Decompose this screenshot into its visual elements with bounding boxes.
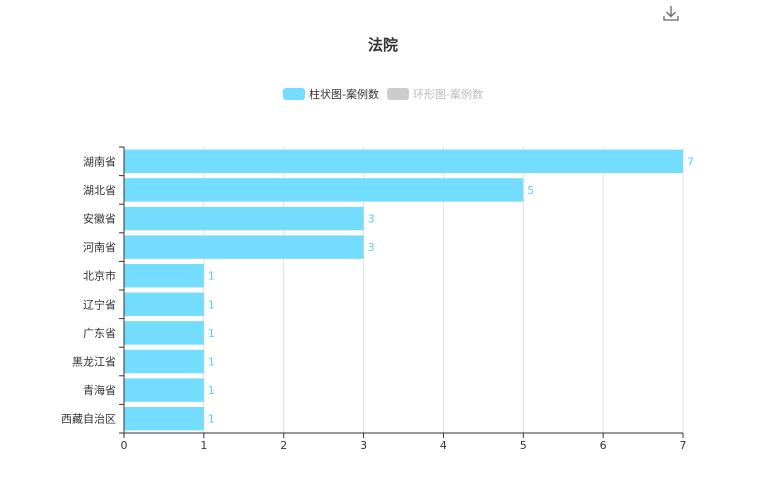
- bar-value-label: 1: [208, 298, 215, 311]
- bar[interactable]: [124, 349, 204, 374]
- x-tick-label: 4: [440, 439, 447, 452]
- chart-legend: 柱状图-案例数 环形图-案例数: [0, 86, 766, 102]
- legend-swatch-ring: [387, 88, 409, 100]
- y-tick-label: 辽宁省: [83, 297, 116, 311]
- bar-value-label: 1: [208, 356, 215, 369]
- bar-value-label: 1: [208, 270, 215, 283]
- bar-value-label: 1: [208, 413, 215, 426]
- bar[interactable]: [124, 206, 364, 231]
- bar-value-label: 3: [368, 213, 375, 226]
- y-tick-label: 青海省: [83, 383, 116, 397]
- bar[interactable]: [124, 321, 204, 345]
- y-tick-label: 北京市: [83, 269, 116, 283]
- bar[interactable]: [124, 178, 524, 202]
- y-tick-label: 湖北省: [83, 184, 116, 197]
- x-tick-label: 1: [200, 439, 207, 452]
- bar-value-label: 1: [208, 384, 215, 397]
- y-tick-label: 安徽省: [83, 212, 116, 226]
- bar[interactable]: [124, 263, 204, 288]
- bar[interactable]: [124, 235, 364, 259]
- x-tick-label: 7: [680, 439, 687, 452]
- x-tick-label: 6: [600, 439, 607, 452]
- download-icon[interactable]: [662, 4, 680, 22]
- x-tick-label: 2: [280, 439, 287, 452]
- bar-value-label: 7: [687, 155, 694, 168]
- bar[interactable]: [124, 406, 204, 431]
- x-tick-label: 3: [360, 439, 367, 452]
- legend-item-ring[interactable]: 环形图-案例数: [387, 86, 483, 102]
- bar-value-label: 1: [208, 327, 215, 340]
- y-tick-label: 湖南省: [83, 155, 116, 168]
- y-tick-label: 河南省: [83, 241, 116, 254]
- bar[interactable]: [124, 149, 683, 174]
- legend-label-bar: 柱状图-案例数: [309, 88, 379, 101]
- legend-item-bar[interactable]: 柱状图-案例数: [283, 86, 379, 102]
- x-tick-label: 0: [121, 439, 128, 452]
- bar-value-label: 5: [527, 184, 534, 197]
- y-tick-label: 黑龙江省: [72, 356, 116, 369]
- y-tick-label: 西藏自治区: [61, 412, 116, 426]
- bar[interactable]: [124, 292, 204, 317]
- legend-label-ring: 环形图-案例数: [413, 88, 483, 101]
- bar-value-label: 3: [368, 241, 375, 254]
- legend-swatch-bar: [283, 88, 306, 100]
- y-tick-label: 广东省: [83, 327, 116, 340]
- x-tick-label: 5: [520, 439, 527, 452]
- chart-title: 法院: [367, 36, 398, 54]
- bar[interactable]: [124, 378, 204, 402]
